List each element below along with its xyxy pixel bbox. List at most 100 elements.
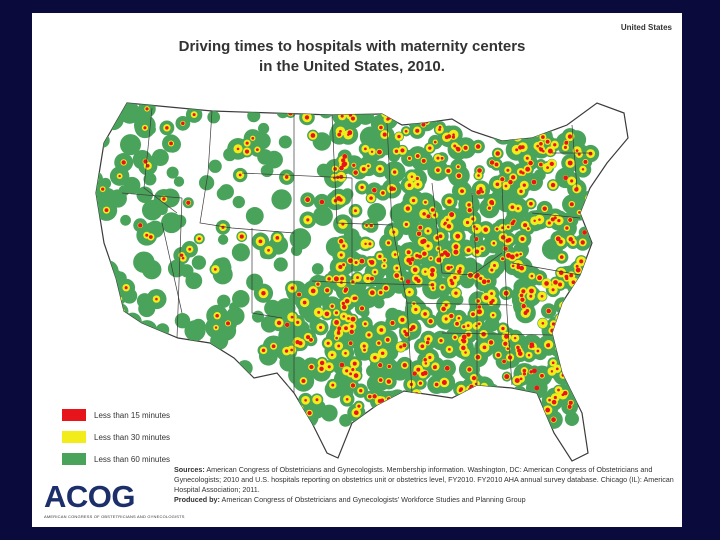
coverage-15-min-area bbox=[551, 399, 557, 405]
coverage-15-min-area bbox=[574, 385, 579, 390]
coverage-15-min-area bbox=[571, 240, 575, 244]
coverage-15-min-area bbox=[517, 348, 522, 353]
coverage-30-min-area bbox=[573, 377, 580, 384]
coverage-15-min-area bbox=[422, 212, 426, 216]
coverage-15-min-area bbox=[578, 211, 581, 214]
coverage-15-min-area bbox=[476, 309, 482, 315]
coverage-15-min-area bbox=[506, 419, 510, 423]
coverage-60-min-area bbox=[500, 125, 511, 137]
coverage-15-min-area bbox=[582, 279, 588, 284]
us-map bbox=[93, 102, 629, 462]
coverage-30-min-area bbox=[99, 121, 105, 127]
coverage-15-min-area bbox=[93, 178, 96, 181]
coverage-15-min-area bbox=[557, 327, 562, 333]
coverage-60-min-area bbox=[313, 205, 333, 226]
coverage-60-min-area bbox=[166, 166, 179, 179]
coverage-15-min-area bbox=[527, 125, 531, 128]
coverage-60-min-area bbox=[583, 273, 600, 290]
coverage-15-min-area bbox=[335, 336, 338, 340]
coverage-15-min-area bbox=[574, 187, 579, 192]
coverage-60-min-area bbox=[481, 388, 492, 399]
coverage-60-min-area bbox=[274, 383, 291, 400]
coverage-15-min-area bbox=[326, 341, 330, 345]
coverage-15-min-area bbox=[351, 368, 355, 372]
coverage-15-min-area bbox=[459, 387, 464, 391]
coverage-15-min-area bbox=[504, 334, 509, 339]
coverage-15-min-area bbox=[414, 391, 419, 396]
coverage-15-min-area bbox=[532, 368, 537, 374]
coverage-60-min-area bbox=[276, 105, 290, 119]
coverage-15-min-area bbox=[276, 320, 282, 326]
coverage-30-min-area bbox=[564, 361, 571, 368]
coverage-15-min-area bbox=[169, 141, 173, 146]
legend-item-15-min: Less than 15 minutes bbox=[62, 404, 170, 426]
coverage-15-min-area bbox=[336, 331, 341, 335]
coverage-15-min-area bbox=[449, 313, 454, 319]
coverage-15-min-area bbox=[557, 388, 560, 392]
coverage-15-min-area bbox=[569, 313, 574, 318]
coverage-15-min-area bbox=[381, 191, 385, 195]
coverage-15-min-area bbox=[579, 259, 584, 264]
coverage-60-min-area bbox=[319, 104, 333, 119]
coverage-15-min-area bbox=[477, 174, 480, 177]
coverage-15-min-area bbox=[480, 247, 484, 251]
coverage-15-min-area bbox=[333, 276, 339, 282]
coverage-15-min-area bbox=[426, 337, 430, 341]
coverage-60-min-area bbox=[373, 297, 385, 309]
coverage-15-min-area bbox=[568, 237, 573, 242]
coverage-15-min-area bbox=[582, 230, 587, 235]
coverage-15-min-area bbox=[462, 325, 466, 329]
coverage-60-min-area bbox=[185, 272, 203, 290]
coverage-15-min-area bbox=[487, 206, 491, 210]
coverage-60-min-area bbox=[271, 189, 292, 210]
coverage-15-min-area bbox=[474, 382, 478, 386]
coverage-15-min-area bbox=[339, 253, 343, 257]
coverage-15-min-area bbox=[517, 403, 522, 408]
coverage-15-min-area bbox=[519, 293, 524, 298]
coverage-15-min-area bbox=[416, 183, 420, 186]
coverage-15-min-area bbox=[352, 296, 357, 301]
coverage-15-min-area bbox=[481, 279, 487, 285]
coverage-15-min-area bbox=[327, 365, 331, 369]
coverage-15-min-area bbox=[446, 266, 451, 270]
coverage-60-min-area bbox=[509, 405, 523, 419]
coverage-15-min-area bbox=[446, 224, 452, 229]
coverage-15-min-area bbox=[350, 324, 354, 328]
coverage-15-min-area bbox=[360, 185, 364, 190]
coverage-15-min-area bbox=[377, 149, 382, 155]
coverage-15-min-area bbox=[563, 175, 568, 181]
coverage-15-min-area bbox=[337, 326, 342, 331]
coverage-15-min-area bbox=[461, 334, 467, 340]
map-legend: Less than 15 minutes Less than 30 minute… bbox=[62, 404, 170, 470]
coverage-30-min-area bbox=[569, 378, 577, 387]
coverage-15-min-area bbox=[261, 348, 266, 353]
coverage-15-min-area bbox=[143, 126, 147, 130]
country-label: United States bbox=[620, 23, 672, 32]
coverage-15-min-area bbox=[404, 129, 408, 133]
coverage-15-min-area bbox=[383, 258, 386, 262]
coverage-15-min-area bbox=[563, 390, 568, 396]
coverage-30-min-area bbox=[501, 126, 511, 136]
coverage-15-min-area bbox=[491, 393, 497, 399]
coverage-30-min-area bbox=[504, 418, 511, 425]
coverage-15-min-area bbox=[490, 292, 494, 296]
coverage-15-min-area bbox=[99, 121, 104, 126]
coverage-60-min-area bbox=[191, 318, 206, 334]
coverage-15-min-area bbox=[475, 324, 478, 328]
coverage-60-min-area bbox=[572, 322, 588, 338]
coverage-30-min-area bbox=[489, 391, 499, 401]
coverage-15-min-area bbox=[518, 134, 522, 138]
legend-label: Less than 15 minutes bbox=[94, 410, 171, 420]
coverage-15-min-area bbox=[307, 410, 312, 416]
coverage-15-min-area bbox=[402, 363, 407, 368]
sources-block: Sources: American Congress of Obstetrici… bbox=[174, 465, 674, 505]
coverage-15-min-area bbox=[430, 283, 435, 287]
coverage-15-min-area bbox=[105, 289, 109, 292]
coverage-15-min-area bbox=[423, 358, 427, 362]
coverage-15-min-area bbox=[478, 122, 484, 128]
coverage-15-min-area bbox=[118, 309, 123, 314]
coverage-15-min-area bbox=[569, 202, 574, 207]
coverage-15-min-area bbox=[309, 364, 314, 370]
coverage-15-min-area bbox=[577, 348, 582, 352]
coverage-15-min-area bbox=[290, 348, 294, 352]
